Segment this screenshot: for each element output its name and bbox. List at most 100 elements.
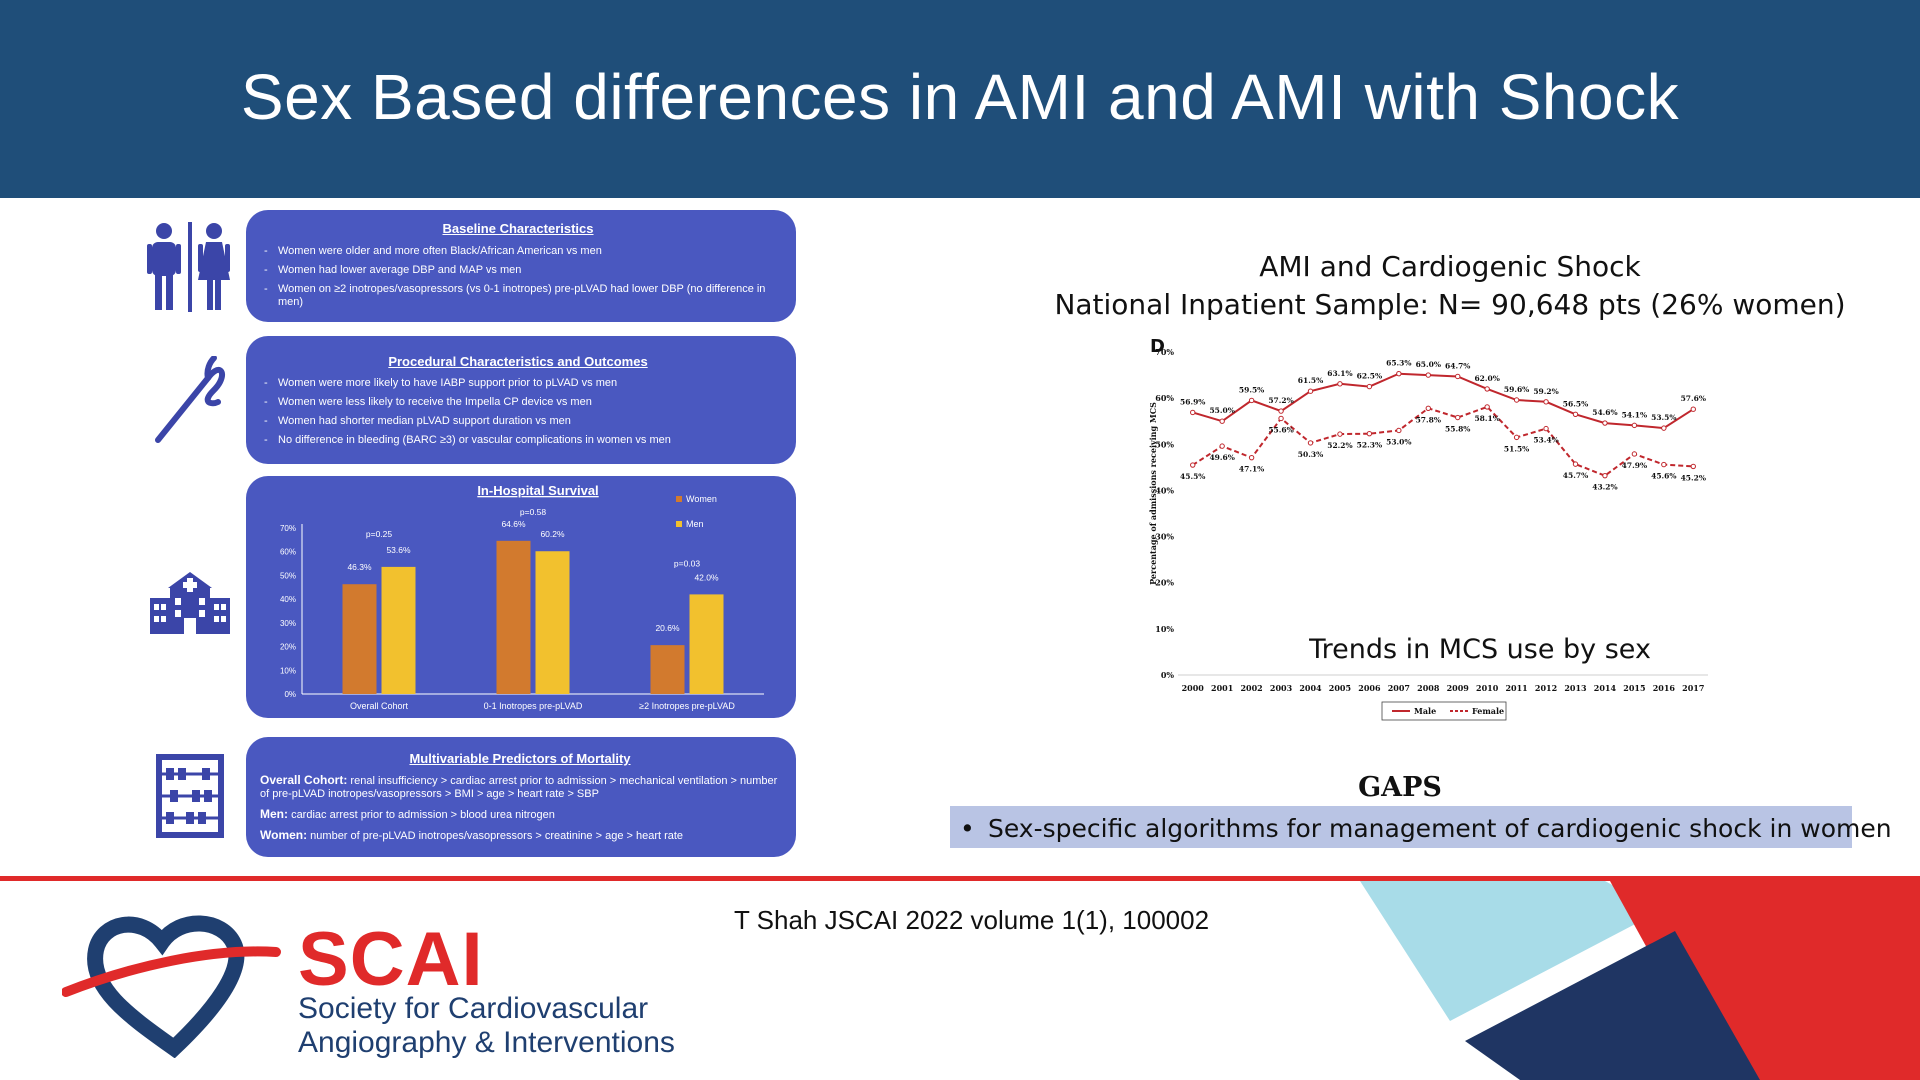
data-label: 51.5% (1504, 444, 1529, 453)
panel-letter: D (1150, 336, 1165, 357)
data-point (1572, 461, 1579, 467)
list-item: Women were older and more often Black/Af… (256, 245, 780, 258)
data-label: 57.6% (1681, 394, 1706, 403)
data-label: 59.5% (1239, 385, 1264, 394)
data-label: 62.0% (1474, 374, 1499, 383)
series-line (1192, 372, 1694, 430)
y-tick-label: 40% (1155, 485, 1174, 495)
legend-label: Female (1472, 706, 1504, 716)
abacus-icon (156, 754, 224, 838)
data-point (1513, 397, 1520, 403)
y-axis-label: Percentage of admissions receiving MCS (1148, 402, 1158, 585)
bar (535, 551, 570, 694)
y-tick-label: 20% (280, 643, 296, 652)
needle-icon (155, 356, 226, 443)
data-point (1307, 388, 1314, 394)
bar (650, 645, 685, 694)
data-point (1219, 418, 1225, 424)
data-label: 57.2% (1268, 396, 1293, 405)
data-label: 45.2% (1681, 473, 1706, 482)
list-item: Women were more likely to have IABP supp… (256, 377, 780, 390)
data-label: 45.6% (1651, 472, 1676, 481)
in-hospital-survival-panel: In-Hospital Survival 0% 10% 20% 30% 40% 50% 60%… (246, 476, 796, 718)
data-point (1572, 411, 1579, 417)
data-label: 59.2% (1533, 387, 1558, 396)
data-point (1513, 434, 1520, 441)
data-point (1337, 431, 1343, 437)
data-point (1690, 406, 1696, 412)
x-tick-label: 2016 (1653, 683, 1676, 693)
data-label: 45.7% (1563, 471, 1588, 480)
data-label: 46.3% (347, 562, 372, 572)
data-point (1631, 451, 1638, 457)
data-point (1631, 422, 1638, 429)
data-point (1190, 462, 1196, 468)
data-point (1661, 425, 1667, 431)
data-label: 62.5% (1357, 372, 1382, 381)
scai-logo-line2: Angiography & Interventions (298, 1026, 675, 1059)
data-label: 45.5% (1180, 472, 1205, 481)
legend-label: Women (686, 494, 717, 504)
x-tick-label: 2004 (1299, 683, 1322, 693)
data-point (1366, 430, 1373, 437)
panel-title: Baseline Characteristics (442, 221, 594, 236)
data-point (1455, 414, 1461, 421)
slide-title: Sex Based differences in AMI and AMI wit… (240, 61, 1680, 133)
data-point (1690, 463, 1696, 470)
y-tick-label: 60% (1155, 393, 1174, 403)
data-label: 65.0% (1416, 360, 1441, 369)
data-label: 43.2% (1592, 483, 1617, 492)
data-point (1396, 427, 1402, 434)
data-point (1661, 461, 1667, 468)
mortality-predictors-panel: Multivariable Predictors of Mortality Ov… (246, 737, 796, 857)
bar (342, 584, 377, 694)
data-label: 53.0% (1386, 437, 1411, 446)
y-tick-label: 10% (1155, 624, 1174, 634)
y-tick-label: 0% (284, 690, 296, 699)
data-point (1190, 409, 1196, 416)
data-label: 55.8% (1445, 425, 1470, 434)
data-label: 59.6% (1504, 385, 1529, 394)
citation: T Shah JSCAI 2022 volume 1(1), 100002 (734, 905, 1210, 935)
mcs-chart-subtitle: National Inpatient Sample: N= 90,648 pts… (1054, 288, 1846, 321)
data-point (1248, 397, 1255, 404)
gaps-box: • Sex-specific algorithms for management … (950, 806, 1892, 848)
data-point (1248, 454, 1255, 461)
data-label: 55.0% (1209, 406, 1234, 415)
data-label: 61.5% (1298, 376, 1323, 385)
predictor-text: renal insufficiency > cardiac arrest pri… (260, 775, 778, 800)
data-label: 49.6% (1209, 453, 1234, 462)
list-item: Women on ≥2 inotropes/vasopressors (vs 0… (256, 283, 780, 309)
data-label: 53.4% (1533, 436, 1558, 445)
data-label: 20.6% (655, 623, 680, 633)
list-item: No difference in bleeding (BARC ≥3) or v… (256, 434, 780, 447)
x-tick-label: 2014 (1594, 683, 1617, 693)
slide-header: Sex Based differences in AMI and AMI wit… (0, 0, 1920, 198)
panel-title: Procedural Characteristics and Outcomes (388, 354, 648, 369)
scai-logo-line1: Society for Cardiovascular (298, 992, 649, 1025)
series-line (1192, 405, 1694, 477)
x-tick-label: 2001 (1211, 683, 1233, 693)
data-label: 54.1% (1622, 410, 1647, 419)
data-label: 65.3% (1386, 359, 1411, 368)
x-tick-label: 2010 (1476, 683, 1499, 693)
p-value-annotation: p=0.03 (674, 558, 701, 568)
data-label: 56.5% (1563, 399, 1588, 408)
y-tick-label: 60% (280, 548, 296, 557)
data-point (1425, 372, 1431, 378)
list-item: Women had lower average DBP and MAP vs m… (256, 264, 780, 277)
legend-label: Men (686, 519, 704, 529)
legend-box (1381, 701, 1507, 721)
x-tick-label: 2009 (1447, 683, 1470, 693)
restroom-people-icon (147, 222, 230, 312)
mcs-chart-title: AMI and Cardiogenic Shock (1259, 250, 1641, 283)
data-point (1337, 381, 1343, 387)
data-point (1455, 373, 1461, 380)
predictor-text: cardiac arrest prior to admission > bloo… (291, 809, 555, 821)
y-tick-label: 0% (1161, 670, 1175, 680)
data-point (1307, 440, 1314, 446)
y-tick-label: 70% (1155, 347, 1174, 357)
data-label: 47.9% (1622, 461, 1647, 470)
data-label: 57.8% (1416, 415, 1441, 424)
footer-divider (0, 876, 1920, 881)
